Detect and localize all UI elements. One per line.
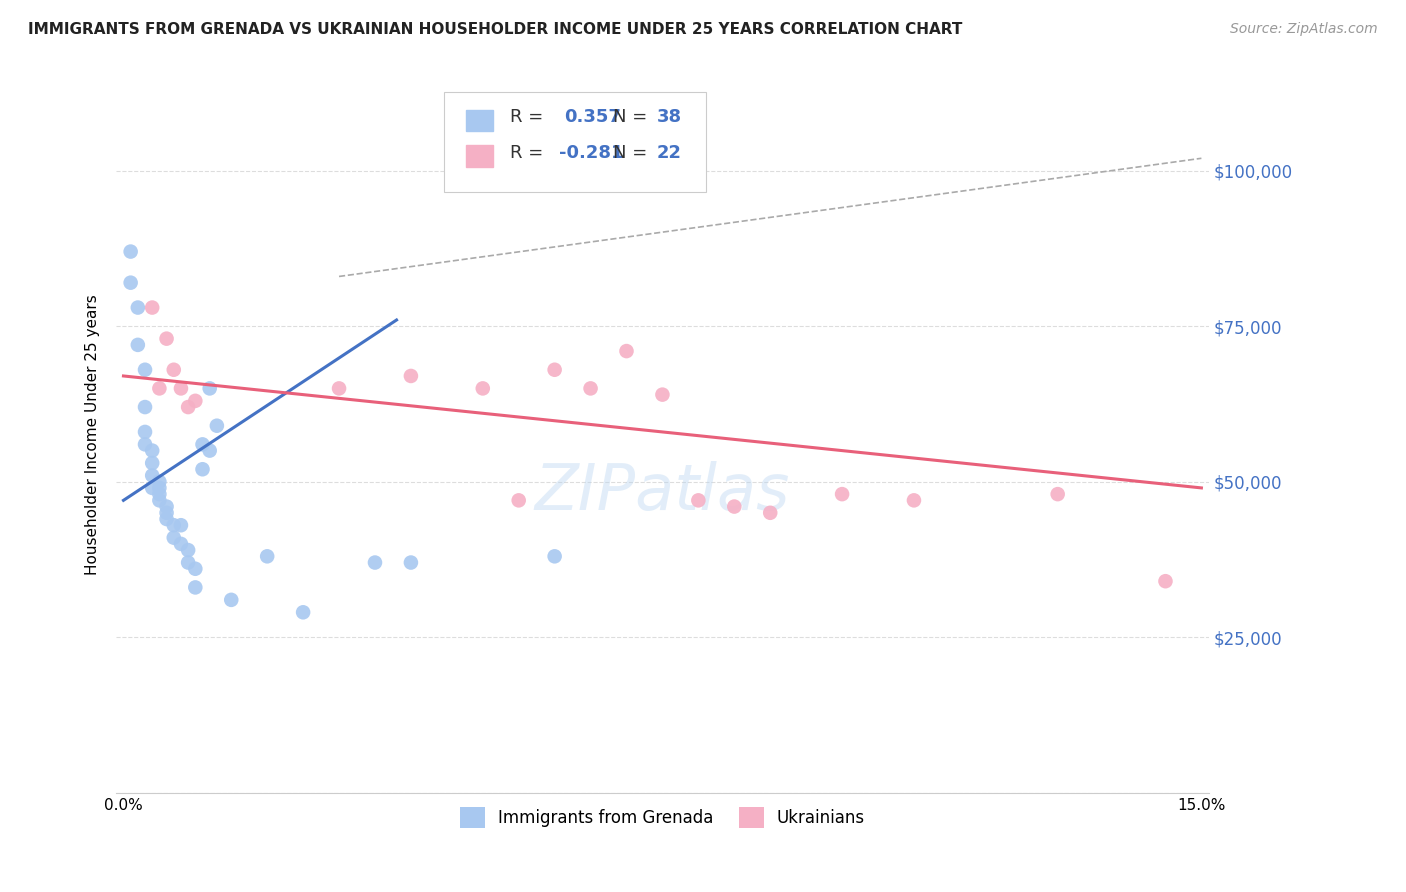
Point [134, 363, 156, 377]
Point [688, 493, 710, 508]
Point [177, 400, 200, 414]
Text: ZIPatlas: ZIPatlas [534, 461, 790, 524]
Point [141, 301, 163, 315]
Point [177, 556, 200, 570]
Text: N =: N = [613, 144, 654, 161]
Point [148, 493, 170, 508]
Point [184, 562, 207, 576]
Point [148, 381, 170, 395]
Point [134, 425, 156, 439]
Text: IMMIGRANTS FROM GRENADA VS UKRAINIAN HOUSEHOLDER INCOME UNDER 25 YEARS CORRELATI: IMMIGRANTS FROM GRENADA VS UKRAINIAN HOU… [28, 22, 963, 37]
Point [328, 381, 350, 395]
Point [471, 381, 494, 395]
Text: Source: ZipAtlas.com: Source: ZipAtlas.com [1230, 22, 1378, 37]
Point [903, 493, 925, 508]
Point [148, 481, 170, 495]
Point [170, 518, 193, 533]
Point [831, 487, 853, 501]
Point [205, 418, 228, 433]
Point [184, 581, 207, 595]
FancyBboxPatch shape [444, 92, 706, 192]
Point [155, 332, 177, 346]
Point [141, 481, 163, 495]
Point [134, 437, 156, 451]
Point [141, 443, 163, 458]
Point [191, 462, 214, 476]
Point [1046, 487, 1069, 501]
Text: 22: 22 [657, 144, 682, 161]
Text: R =: R = [509, 108, 548, 126]
Point [579, 381, 602, 395]
Point [616, 344, 638, 359]
Point [120, 244, 142, 259]
Point [163, 518, 186, 533]
Point [155, 512, 177, 526]
Point [141, 456, 163, 470]
Point [191, 437, 214, 451]
Point [141, 468, 163, 483]
Point [155, 506, 177, 520]
Text: N =: N = [613, 108, 654, 126]
Point [177, 543, 200, 558]
Point [170, 537, 193, 551]
Point [723, 500, 745, 514]
Point [170, 381, 193, 395]
Point [219, 592, 242, 607]
Point [148, 487, 170, 501]
Point [120, 276, 142, 290]
Point [256, 549, 278, 564]
Point [364, 556, 387, 570]
Point [759, 506, 782, 520]
Point [198, 443, 221, 458]
Point [651, 387, 673, 401]
Point [127, 338, 149, 352]
Text: -0.281: -0.281 [558, 144, 623, 161]
Point [543, 363, 565, 377]
Point [163, 363, 186, 377]
Point [148, 475, 170, 489]
Point [184, 393, 207, 408]
Text: 38: 38 [657, 108, 682, 126]
Point [292, 605, 315, 619]
Bar [465, 110, 494, 131]
Text: 0.357: 0.357 [564, 108, 621, 126]
Point [543, 549, 565, 564]
Point [155, 500, 177, 514]
Y-axis label: Householder Income Under 25 years: Householder Income Under 25 years [86, 294, 100, 575]
Point [508, 493, 530, 508]
Bar [465, 145, 494, 167]
Point [198, 381, 221, 395]
Text: R =: R = [509, 144, 548, 161]
Point [399, 368, 422, 383]
Point [1154, 574, 1177, 589]
Point [127, 301, 149, 315]
Point [134, 400, 156, 414]
Point [399, 556, 422, 570]
Legend: Immigrants from Grenada, Ukrainians: Immigrants from Grenada, Ukrainians [453, 801, 872, 834]
Point [163, 531, 186, 545]
